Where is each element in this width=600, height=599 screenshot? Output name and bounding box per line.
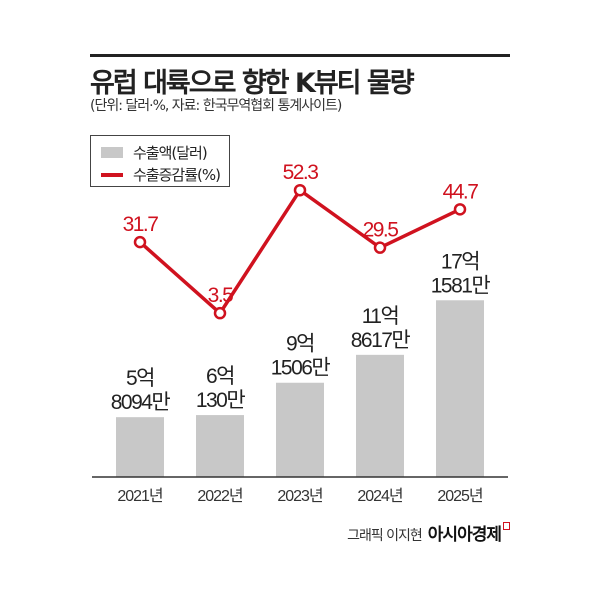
legend-label: 수출증감률(%): [133, 166, 221, 184]
x-tick-label: 2024년: [357, 487, 403, 505]
line-label: 52.3: [283, 161, 319, 184]
bar-label: 9억: [286, 333, 314, 356]
credit-author: 그래픽 이지현: [347, 528, 423, 544]
bar-label: 6억: [206, 365, 234, 388]
bar: [436, 300, 484, 477]
x-tick-label: 2022년: [197, 487, 243, 505]
bar-label: 8094만: [111, 391, 171, 414]
credit: 그래픽 이지현 아시아경제: [347, 520, 510, 545]
legend-item-line: 수출증감률(%): [101, 164, 221, 185]
x-tick-label: 2023년: [277, 487, 323, 505]
brand-mark-icon: [503, 522, 510, 530]
bar-label: 5억: [126, 367, 154, 390]
credit-brand: 아시아경제: [427, 525, 502, 545]
line-point: [373, 241, 387, 254]
bar: [356, 354, 404, 477]
legend-swatch-line: [101, 172, 123, 177]
line-point: [133, 235, 147, 249]
bar: [196, 415, 244, 477]
legend-label: 수출액(달러): [133, 144, 208, 162]
legend-item-bar: 수출액(달러): [101, 142, 208, 163]
line-point: [453, 203, 467, 216]
x-tick-label: 2021년: [117, 487, 163, 505]
line-point: [293, 183, 307, 197]
line-label: 31.7: [123, 213, 159, 236]
line-label: 44.7: [443, 180, 479, 203]
bar-label: 17억: [441, 250, 479, 273]
line-label: 29.5: [363, 219, 399, 242]
bar-label: 8617만: [351, 329, 411, 352]
bar: [116, 417, 164, 477]
chart-subtitle: (단위: 달러·%, 자료: 한국무역협회 통계사이트): [90, 98, 342, 114]
legend: 수출액(달러) 수출증감률(%): [90, 135, 230, 187]
chart-title: 유럽 대륙으로 향한 K뷰티 물량: [90, 68, 415, 99]
x-tick-label: 2025년: [437, 487, 483, 505]
title-rule: [90, 54, 510, 57]
bar-label: 1506만: [271, 357, 331, 380]
bar: [276, 382, 324, 477]
bar-label: 1581만: [431, 274, 491, 297]
bar-label: 11억: [362, 305, 399, 328]
bar-label: 130만: [196, 389, 246, 412]
line-label: 3.5: [208, 284, 234, 307]
line-series: [138, 187, 461, 316]
legend-swatch-bar: [101, 147, 123, 158]
line-point: [213, 306, 227, 320]
